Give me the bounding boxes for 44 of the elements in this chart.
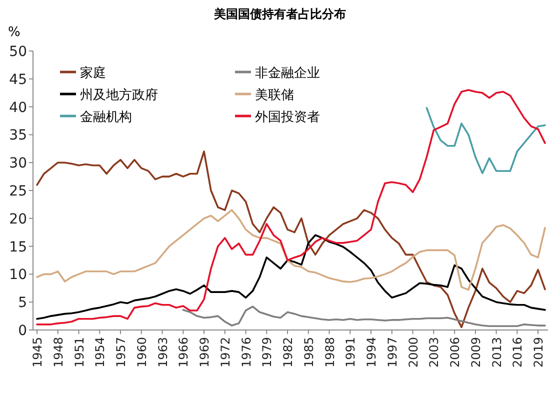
x-tick-label: 2016 — [510, 337, 525, 368]
legend-label: 家庭 — [80, 65, 106, 81]
x-tick-label: 1954 — [93, 337, 108, 368]
x-tick-label: 2009 — [468, 337, 483, 368]
y-tick-label: 15 — [9, 239, 27, 256]
y-tick-label: 30 — [9, 156, 27, 172]
y-tick-label: 5 — [18, 295, 27, 312]
x-tick-label: 1957 — [114, 337, 128, 368]
legend-label: 金融机构 — [80, 110, 132, 125]
legend-label: 州及地方政府 — [80, 87, 158, 103]
y-tick-label: 10 — [9, 267, 27, 284]
x-tick-label: 1997 — [385, 337, 400, 368]
x-tick-label: 1945 — [30, 337, 44, 368]
y-tick-label: 50 — [9, 44, 27, 60]
y-axis-title: % — [8, 25, 20, 40]
x-tick-label: 2013 — [490, 337, 504, 368]
x-tick-label: 2000 — [406, 337, 420, 368]
x-tick-label: 2006 — [448, 337, 462, 368]
y-tick-label: 35 — [9, 128, 27, 144]
legend-label: 非金融企业 — [255, 66, 320, 81]
x-tick-label: 1976 — [239, 337, 254, 368]
x-tick-label: 1951 — [72, 337, 86, 368]
x-tick-label: 2003 — [427, 337, 442, 368]
x-tick-label: 1979 — [260, 337, 274, 368]
y-tick-label: 45 — [9, 72, 27, 88]
legend-label: 外国投资者 — [255, 110, 320, 125]
x-tick-label: 1960 — [134, 337, 149, 368]
x-tick-label: 1969 — [198, 337, 212, 368]
y-tick-label: 25 — [9, 184, 27, 200]
x-tick-label: 1991 — [344, 337, 358, 368]
y-tick-label: 20 — [9, 211, 27, 228]
x-tick-label: 1982 — [281, 337, 296, 368]
y-tick-label: 0 — [18, 323, 27, 339]
x-tick-label: 1994 — [364, 337, 379, 368]
x-tick-label: 1966 — [176, 337, 191, 368]
x-tick-label: 2019 — [532, 337, 546, 368]
x-tick-label: 1948 — [51, 337, 66, 368]
x-tick-label: 1985 — [302, 337, 316, 368]
x-tick-label: 1988 — [322, 337, 337, 368]
legend-label: 美联储 — [255, 87, 294, 103]
x-tick-label: 1963 — [156, 337, 170, 368]
chart-title: 美国国债持有者占比分布 — [213, 7, 346, 21]
y-tick-label: 40 — [9, 100, 27, 116]
x-tick-label: 1972 — [218, 337, 232, 368]
